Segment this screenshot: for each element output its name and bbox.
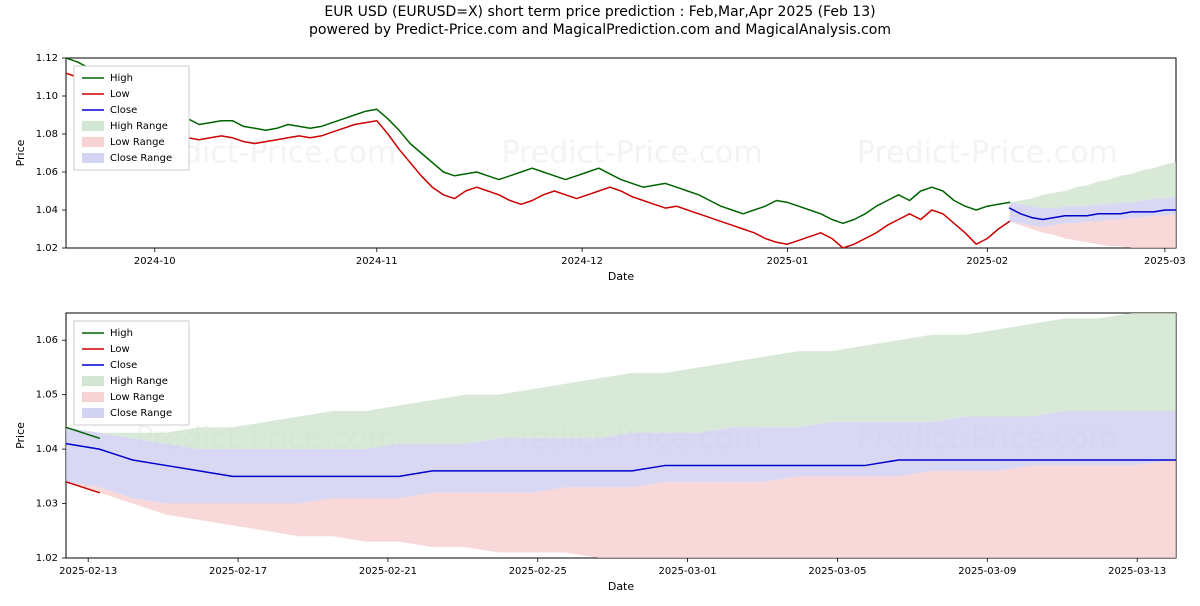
svg-text:2025-02-21: 2025-02-21	[359, 566, 417, 577]
svg-text:High: High	[110, 73, 133, 84]
svg-text:2024-11: 2024-11	[356, 256, 398, 267]
svg-text:High: High	[110, 328, 133, 339]
svg-text:2025-03-01: 2025-03-01	[659, 566, 717, 577]
svg-text:Price: Price	[14, 139, 27, 166]
svg-text:2025-03-09: 2025-03-09	[958, 566, 1016, 577]
svg-text:1.08: 1.08	[36, 129, 58, 140]
svg-text:1.04: 1.04	[36, 444, 58, 455]
svg-text:2025-02-17: 2025-02-17	[209, 566, 267, 577]
svg-text:2025-02-13: 2025-02-13	[59, 566, 117, 577]
svg-text:Date: Date	[608, 580, 635, 593]
svg-text:2025-03: 2025-03	[1144, 256, 1186, 267]
svg-text:2025-03-13: 2025-03-13	[1108, 566, 1166, 577]
svg-text:Date: Date	[608, 270, 635, 283]
chart-svg: 1.02 1.04 1.06 1.08 1.10 1.12 2024-10 2024-11 20…	[0, 42, 1200, 602]
svg-text:Close: Close	[110, 105, 137, 116]
svg-text:Price: Price	[14, 422, 27, 449]
svg-text:1.05: 1.05	[36, 390, 58, 401]
svg-text:2025-02: 2025-02	[966, 256, 1008, 267]
svg-text:High Range: High Range	[110, 376, 168, 387]
svg-text:1.02: 1.02	[36, 553, 58, 564]
svg-text:Low: Low	[110, 89, 130, 100]
svg-text:2024-10: 2024-10	[134, 256, 176, 267]
chart-title: EUR USD (EURUSD=X) short term price pred…	[0, 0, 1200, 20]
svg-text:1.02: 1.02	[36, 243, 58, 254]
svg-text:Low Range: Low Range	[110, 392, 165, 403]
svg-text:2025-01: 2025-01	[767, 256, 809, 267]
svg-text:Close Range: Close Range	[110, 408, 172, 419]
chart-subtitle: powered by Predict-Price.com and Magical…	[0, 20, 1200, 42]
svg-text:1.10: 1.10	[36, 91, 58, 102]
svg-text:Predict-Price.com: Predict-Price.com	[857, 136, 1118, 171]
svg-text:Low: Low	[110, 344, 130, 355]
svg-text:1.03: 1.03	[36, 499, 58, 510]
svg-text:Close: Close	[110, 360, 137, 371]
svg-text:2024-12: 2024-12	[561, 256, 603, 267]
svg-text:2025-03-05: 2025-03-05	[808, 566, 866, 577]
chart-container: 1.02 1.04 1.06 1.08 1.10 1.12 2024-10 2024-11 20…	[0, 42, 1200, 606]
svg-text:Predict-Price.com: Predict-Price.com	[502, 136, 763, 171]
svg-text:1.04: 1.04	[36, 205, 58, 216]
svg-text:1.06: 1.06	[36, 167, 58, 178]
svg-text:Close Range: Close Range	[110, 153, 172, 164]
svg-text:2025-02-25: 2025-02-25	[509, 566, 567, 577]
svg-text:1.06: 1.06	[36, 335, 58, 346]
svg-text:High Range: High Range	[110, 121, 168, 132]
svg-text:1.12: 1.12	[36, 53, 58, 64]
svg-text:Low Range: Low Range	[110, 137, 165, 148]
